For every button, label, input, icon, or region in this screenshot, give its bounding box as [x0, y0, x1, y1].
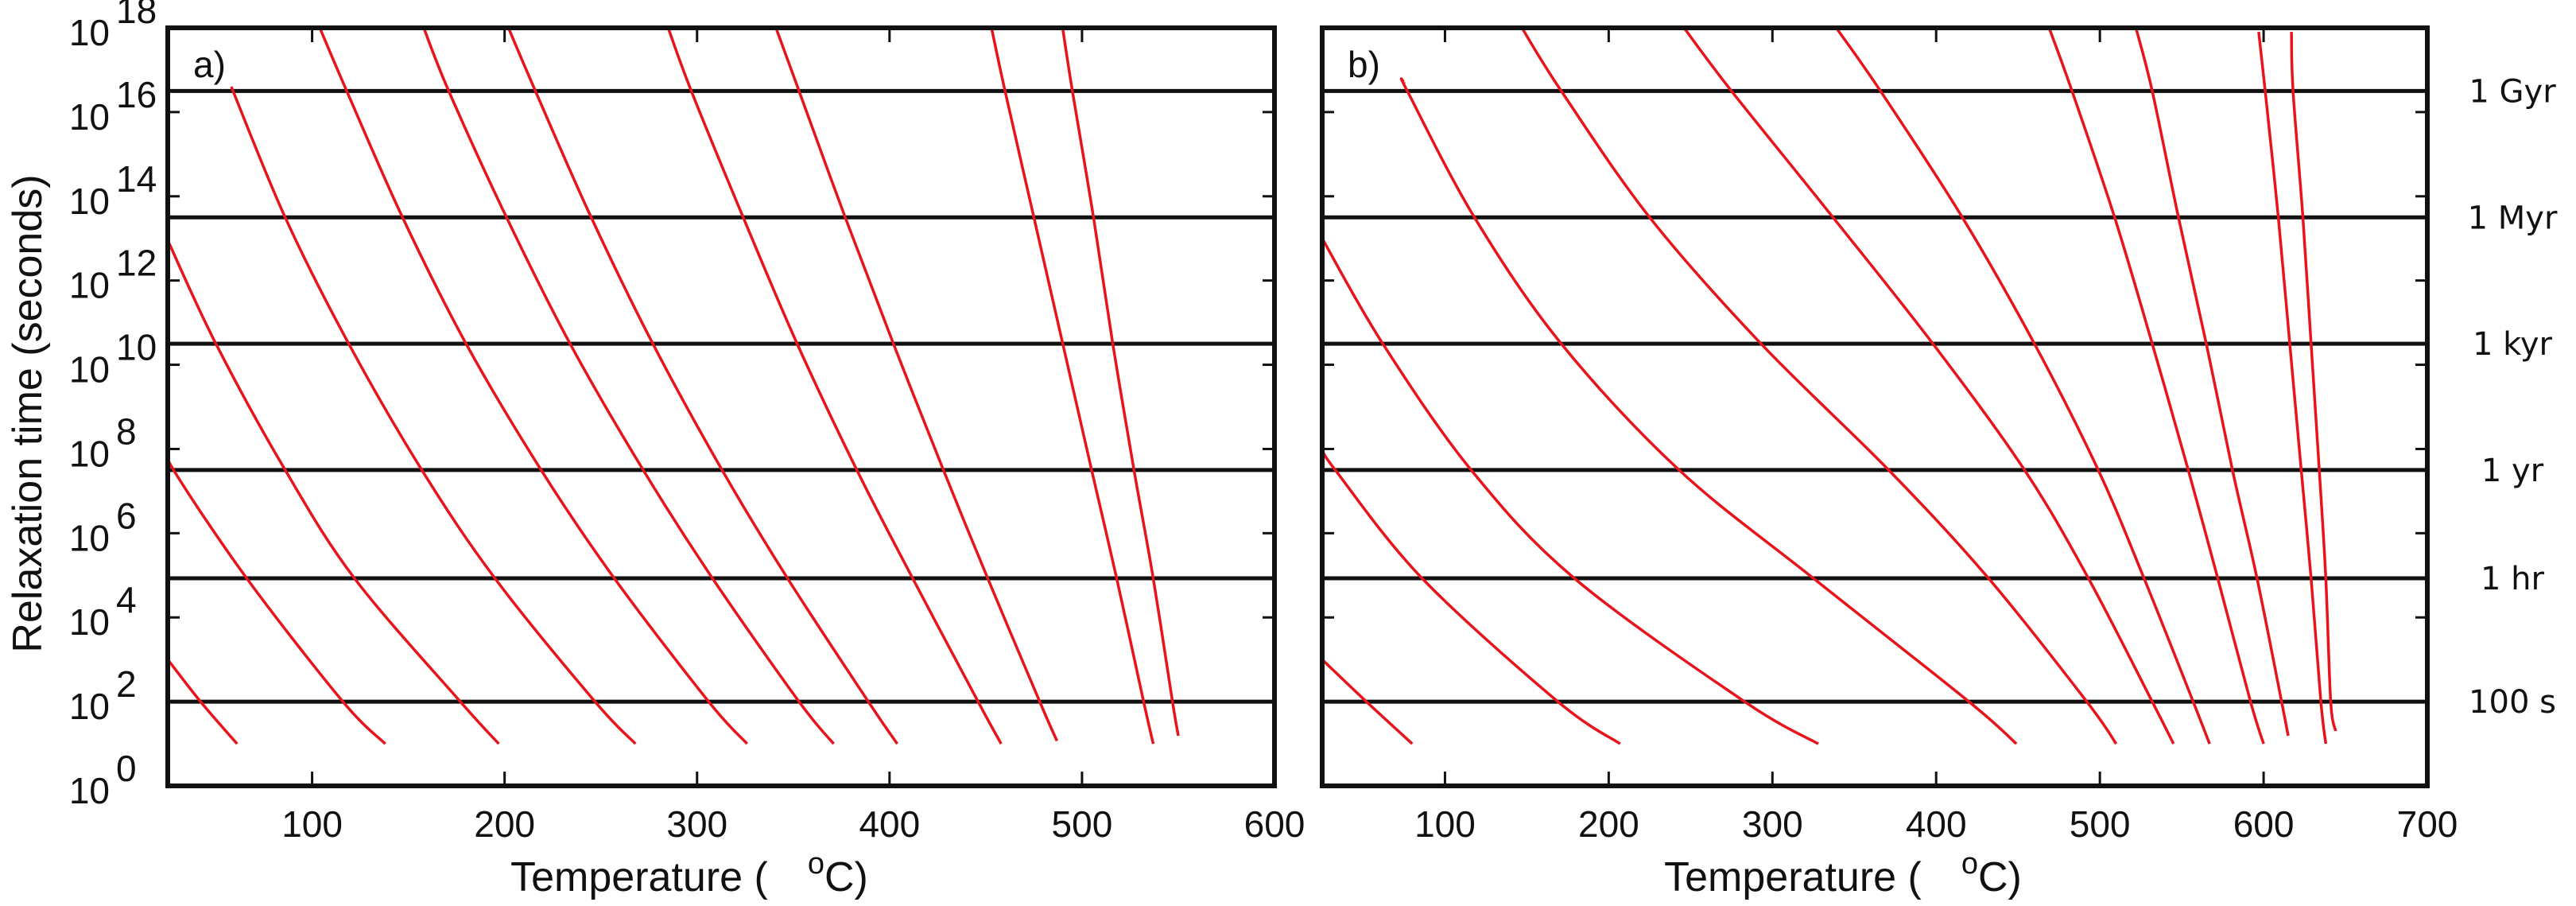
y-tick-exponent: 0 [116, 748, 137, 789]
panel-b: 1 Gyr 1 Myr 1 kyr 1 yr 1 hr 100 s 100 200 300 400… [1320, 25, 2558, 900]
y-tick-base: 10 [69, 517, 110, 558]
plot-frame [165, 25, 1277, 788]
reference-line-label: 100 s [2469, 684, 2556, 721]
relaxation-curve [1322, 237, 1819, 745]
x-tick-label: 600 [1244, 803, 1305, 845]
relaxation-curve [168, 239, 500, 745]
relaxation-curve [1835, 28, 2211, 745]
x-axis-title-prefix: Temperature ( [1664, 854, 1922, 900]
relaxation-curve [774, 28, 1059, 742]
y-tick-base: 10 [69, 349, 110, 391]
degree-symbol: o [808, 847, 824, 881]
relaxation-curve [422, 28, 835, 745]
y-tick-exponent: 4 [116, 579, 137, 620]
y-tick-label: 100 [69, 748, 137, 811]
y-tick-label: 104 [69, 579, 137, 643]
relaxation-curve [2047, 28, 2265, 745]
x-tick-label: 700 [2397, 803, 2458, 845]
x-tick-label: 500 [2070, 803, 2131, 845]
relaxation-curve [1520, 28, 2118, 745]
y-tick-label: 108 [69, 410, 137, 474]
y-tick-exponent: 14 [116, 158, 157, 200]
y-tick-exponent: 12 [116, 243, 157, 284]
y-tick-label: 102 [69, 663, 137, 727]
y-tick-base: 10 [69, 12, 110, 53]
x-tick-label: 100 [281, 803, 343, 845]
y-tick-base: 10 [69, 686, 110, 727]
x-tick-label: 500 [1052, 803, 1113, 845]
relaxation-curve [666, 28, 1003, 745]
y-tick-exponent: 8 [116, 410, 137, 452]
x-axis-title-unit: C) [1978, 854, 2022, 900]
y-axis-title: Relaxation time (seconds) [5, 174, 51, 652]
y-tick-base: 10 [69, 601, 110, 643]
relaxation-curve [990, 28, 1155, 745]
x-axis-title-unit: C) [824, 854, 868, 900]
x-tick-label: 400 [1906, 803, 1967, 845]
relaxation-curve [1682, 28, 2175, 745]
degree-symbol: o [1961, 847, 1978, 881]
x-tick-label: 400 [859, 803, 920, 845]
relaxation-curve [168, 448, 386, 745]
y-tick-base: 10 [69, 181, 110, 222]
relaxation-curve [1399, 77, 2018, 745]
y-tick-exponent: 18 [116, 0, 157, 31]
x-tick-label: 300 [666, 803, 727, 845]
x-tick-label: 200 [1578, 803, 1639, 845]
y-tick-base: 10 [69, 265, 110, 306]
relaxation-curve [2134, 28, 2290, 737]
panel-label: b) [1348, 44, 1380, 85]
x-axis-title: Temperature ( oC) [1664, 847, 2022, 900]
relaxation-curve [318, 28, 748, 745]
relaxation-curve [2290, 32, 2337, 732]
y-tick-base: 10 [69, 96, 110, 138]
relaxation-curve [1061, 28, 1180, 737]
x-axis-title-prefix: Temperature ( [510, 854, 768, 900]
y-tick-exponent: 2 [116, 663, 137, 705]
x-tick-label: 300 [1742, 803, 1803, 845]
y-tick-exponent: 10 [116, 327, 157, 368]
reference-line-label: 1 Gyr [2469, 73, 2556, 110]
panel-label: a) [193, 44, 226, 85]
relaxation-curve [1322, 658, 1414, 745]
reference-line-label: 1 Myr [2468, 200, 2558, 236]
y-tick-base: 10 [69, 770, 110, 811]
y-tick-exponent: 16 [116, 74, 157, 115]
relaxation-curve [1322, 448, 1621, 745]
y-tick-base: 10 [69, 433, 110, 474]
relaxation-curve [168, 659, 239, 745]
x-tick-label: 600 [2233, 803, 2295, 845]
reference-line-label: 1 hr [2481, 561, 2545, 597]
x-axis-title: Temperature ( oC) [510, 847, 868, 900]
relaxation-curve [2257, 31, 2328, 745]
curves [1322, 28, 2337, 745]
x-tick-label: 100 [1414, 803, 1476, 845]
relaxation-curve [230, 86, 637, 745]
y-tick-label: 106 [69, 495, 137, 558]
x-tick-label: 200 [474, 803, 535, 845]
y-tick-exponent: 6 [116, 495, 137, 536]
plot-frame [1320, 25, 2430, 788]
reference-line-label: 1 kyr [2473, 326, 2553, 363]
relaxation-curve [506, 28, 898, 745]
reference-line-label: 1 yr [2481, 453, 2544, 489]
curves [168, 28, 1180, 745]
